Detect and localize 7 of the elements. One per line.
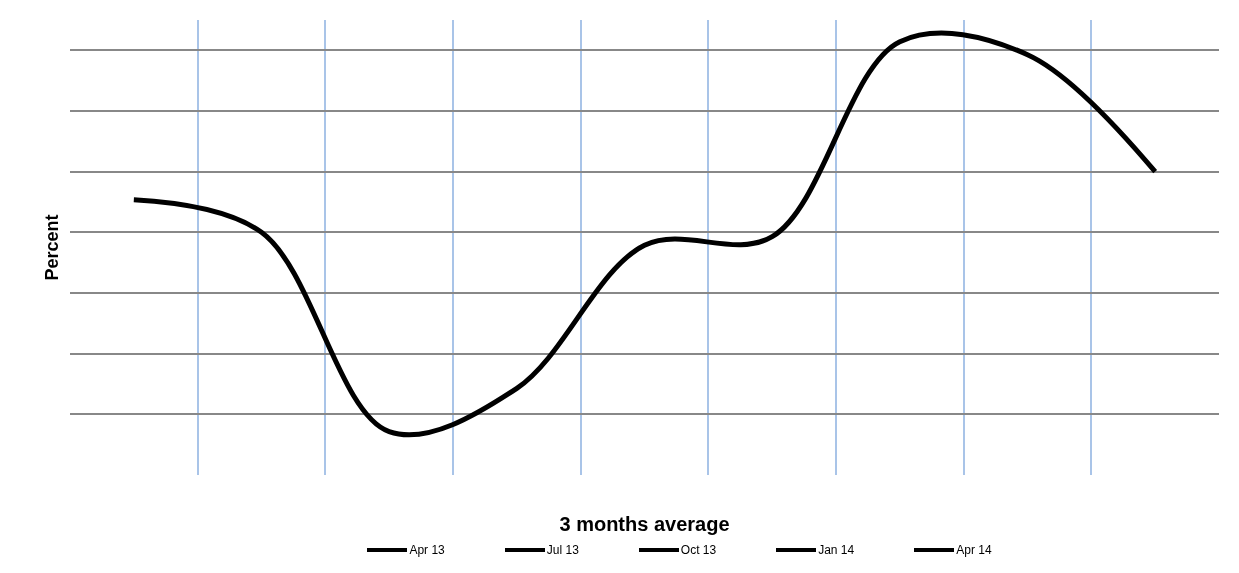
y-axis-title: Percent [42,214,63,281]
text: Jan 14 [818,543,855,557]
text: Apr 14 [956,543,992,557]
text: Oct 13 [680,543,717,557]
x-axis-title: 3 months average [559,513,730,535]
text: Jul 13 [546,543,579,557]
text: Apr 13 [409,543,445,557]
